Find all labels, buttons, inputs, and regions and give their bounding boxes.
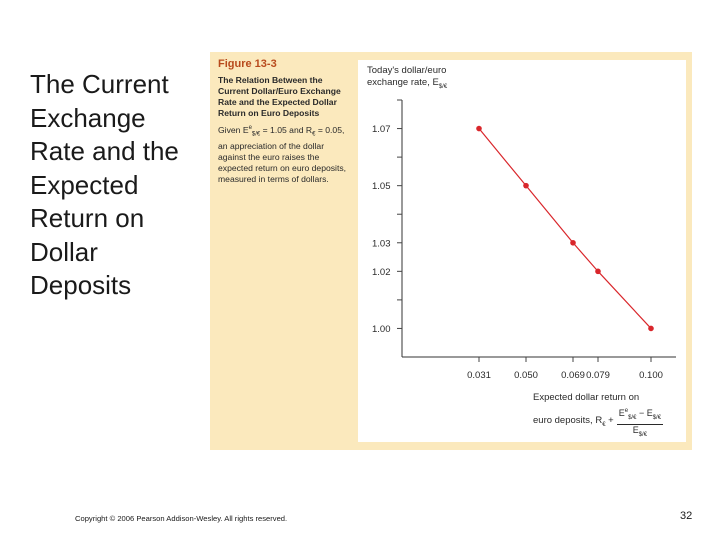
x-axis-label-sub: € bbox=[602, 422, 606, 429]
y-tick-label: 1.00 bbox=[372, 324, 391, 335]
figure-description: Given Ee$/€ = 1.05 and R€ = 0.05, an app… bbox=[218, 123, 350, 185]
y-tick-label: 1.05 bbox=[372, 181, 391, 192]
y-tick-label: 1.03 bbox=[372, 238, 391, 249]
plot-area bbox=[358, 60, 686, 442]
caption-sub-rate: $/€ bbox=[251, 131, 261, 138]
x-tick-label: 0.069 bbox=[561, 370, 585, 381]
y-axis-label-line2: exchange rate, E bbox=[367, 77, 439, 88]
caption-eq1: = 1.05 and bbox=[260, 124, 304, 135]
data-point bbox=[595, 268, 601, 275]
copyright-notice: Copyright © 2006 Pearson Addison-Wesley.… bbox=[75, 514, 288, 523]
figure-number: Figure 13-3 bbox=[218, 58, 277, 70]
data-point bbox=[523, 182, 529, 189]
caption-r: R bbox=[305, 124, 313, 135]
x-axis-minus-sub: $/€ bbox=[652, 414, 662, 421]
figure-caption: Figure 13-3 The Relation Between the Cur… bbox=[218, 58, 350, 185]
caption-sub-euro: € bbox=[312, 131, 316, 138]
y-axis-label-sub: $/€ bbox=[438, 83, 448, 90]
y-axis-label: Today's dollar/euro exchange rate, E$/€ bbox=[367, 65, 477, 93]
x-tick-label: 0.079 bbox=[586, 370, 610, 381]
series-line bbox=[478, 128, 652, 329]
x-axis-fraction: Ee$/€ − E$/€ E$/€ bbox=[616, 406, 664, 441]
y-tick-label: 1.07 bbox=[372, 124, 391, 135]
figure-title: The Relation Between the Current Dollar/… bbox=[218, 75, 341, 118]
caption-given: Given E bbox=[218, 124, 249, 135]
x-tick-label: 0.031 bbox=[467, 370, 491, 381]
caption-sup-e: e bbox=[248, 125, 252, 131]
x-tick-label: 0.100 bbox=[639, 370, 663, 381]
page-number: 32 bbox=[680, 510, 693, 522]
caption-eq2: = 0.05, an appreciation of the dollar ag… bbox=[218, 124, 347, 184]
x-axis-fraction-numerator: Ee$/€ − E$/€ bbox=[616, 406, 664, 425]
x-axis-num-e: E bbox=[618, 408, 625, 418]
x-tick-label: 0.050 bbox=[514, 370, 538, 381]
y-tick-label: 1.02 bbox=[372, 267, 391, 278]
data-point bbox=[476, 125, 482, 132]
y-axis-label-line1: Today's dollar/euro bbox=[367, 65, 447, 76]
slide-title: The Current Exchange Rate and the Expect… bbox=[30, 69, 179, 300]
x-axis-minus: − E bbox=[636, 408, 653, 418]
x-axis-den-e: E bbox=[632, 424, 639, 435]
x-axis-formula: euro deposits, R€ + Ee$/€ − E$/€ E$/€ bbox=[533, 406, 664, 441]
x-axis-den-sub: $/€ bbox=[638, 431, 648, 438]
x-axis-fraction-denominator: E$/€ bbox=[633, 425, 647, 441]
x-axis-num-sub: $/€ bbox=[628, 414, 637, 421]
x-axis-label: Expected dollar return on euro deposits,… bbox=[533, 392, 683, 441]
x-axis-label-line2: euro deposits, R bbox=[533, 415, 603, 427]
x-axis-label-line1: Expected dollar return on bbox=[533, 392, 640, 403]
data-point bbox=[570, 239, 576, 246]
x-axis-plus: + bbox=[608, 415, 614, 427]
x-axis-num-sup: e bbox=[624, 408, 629, 414]
data-point bbox=[648, 325, 654, 332]
